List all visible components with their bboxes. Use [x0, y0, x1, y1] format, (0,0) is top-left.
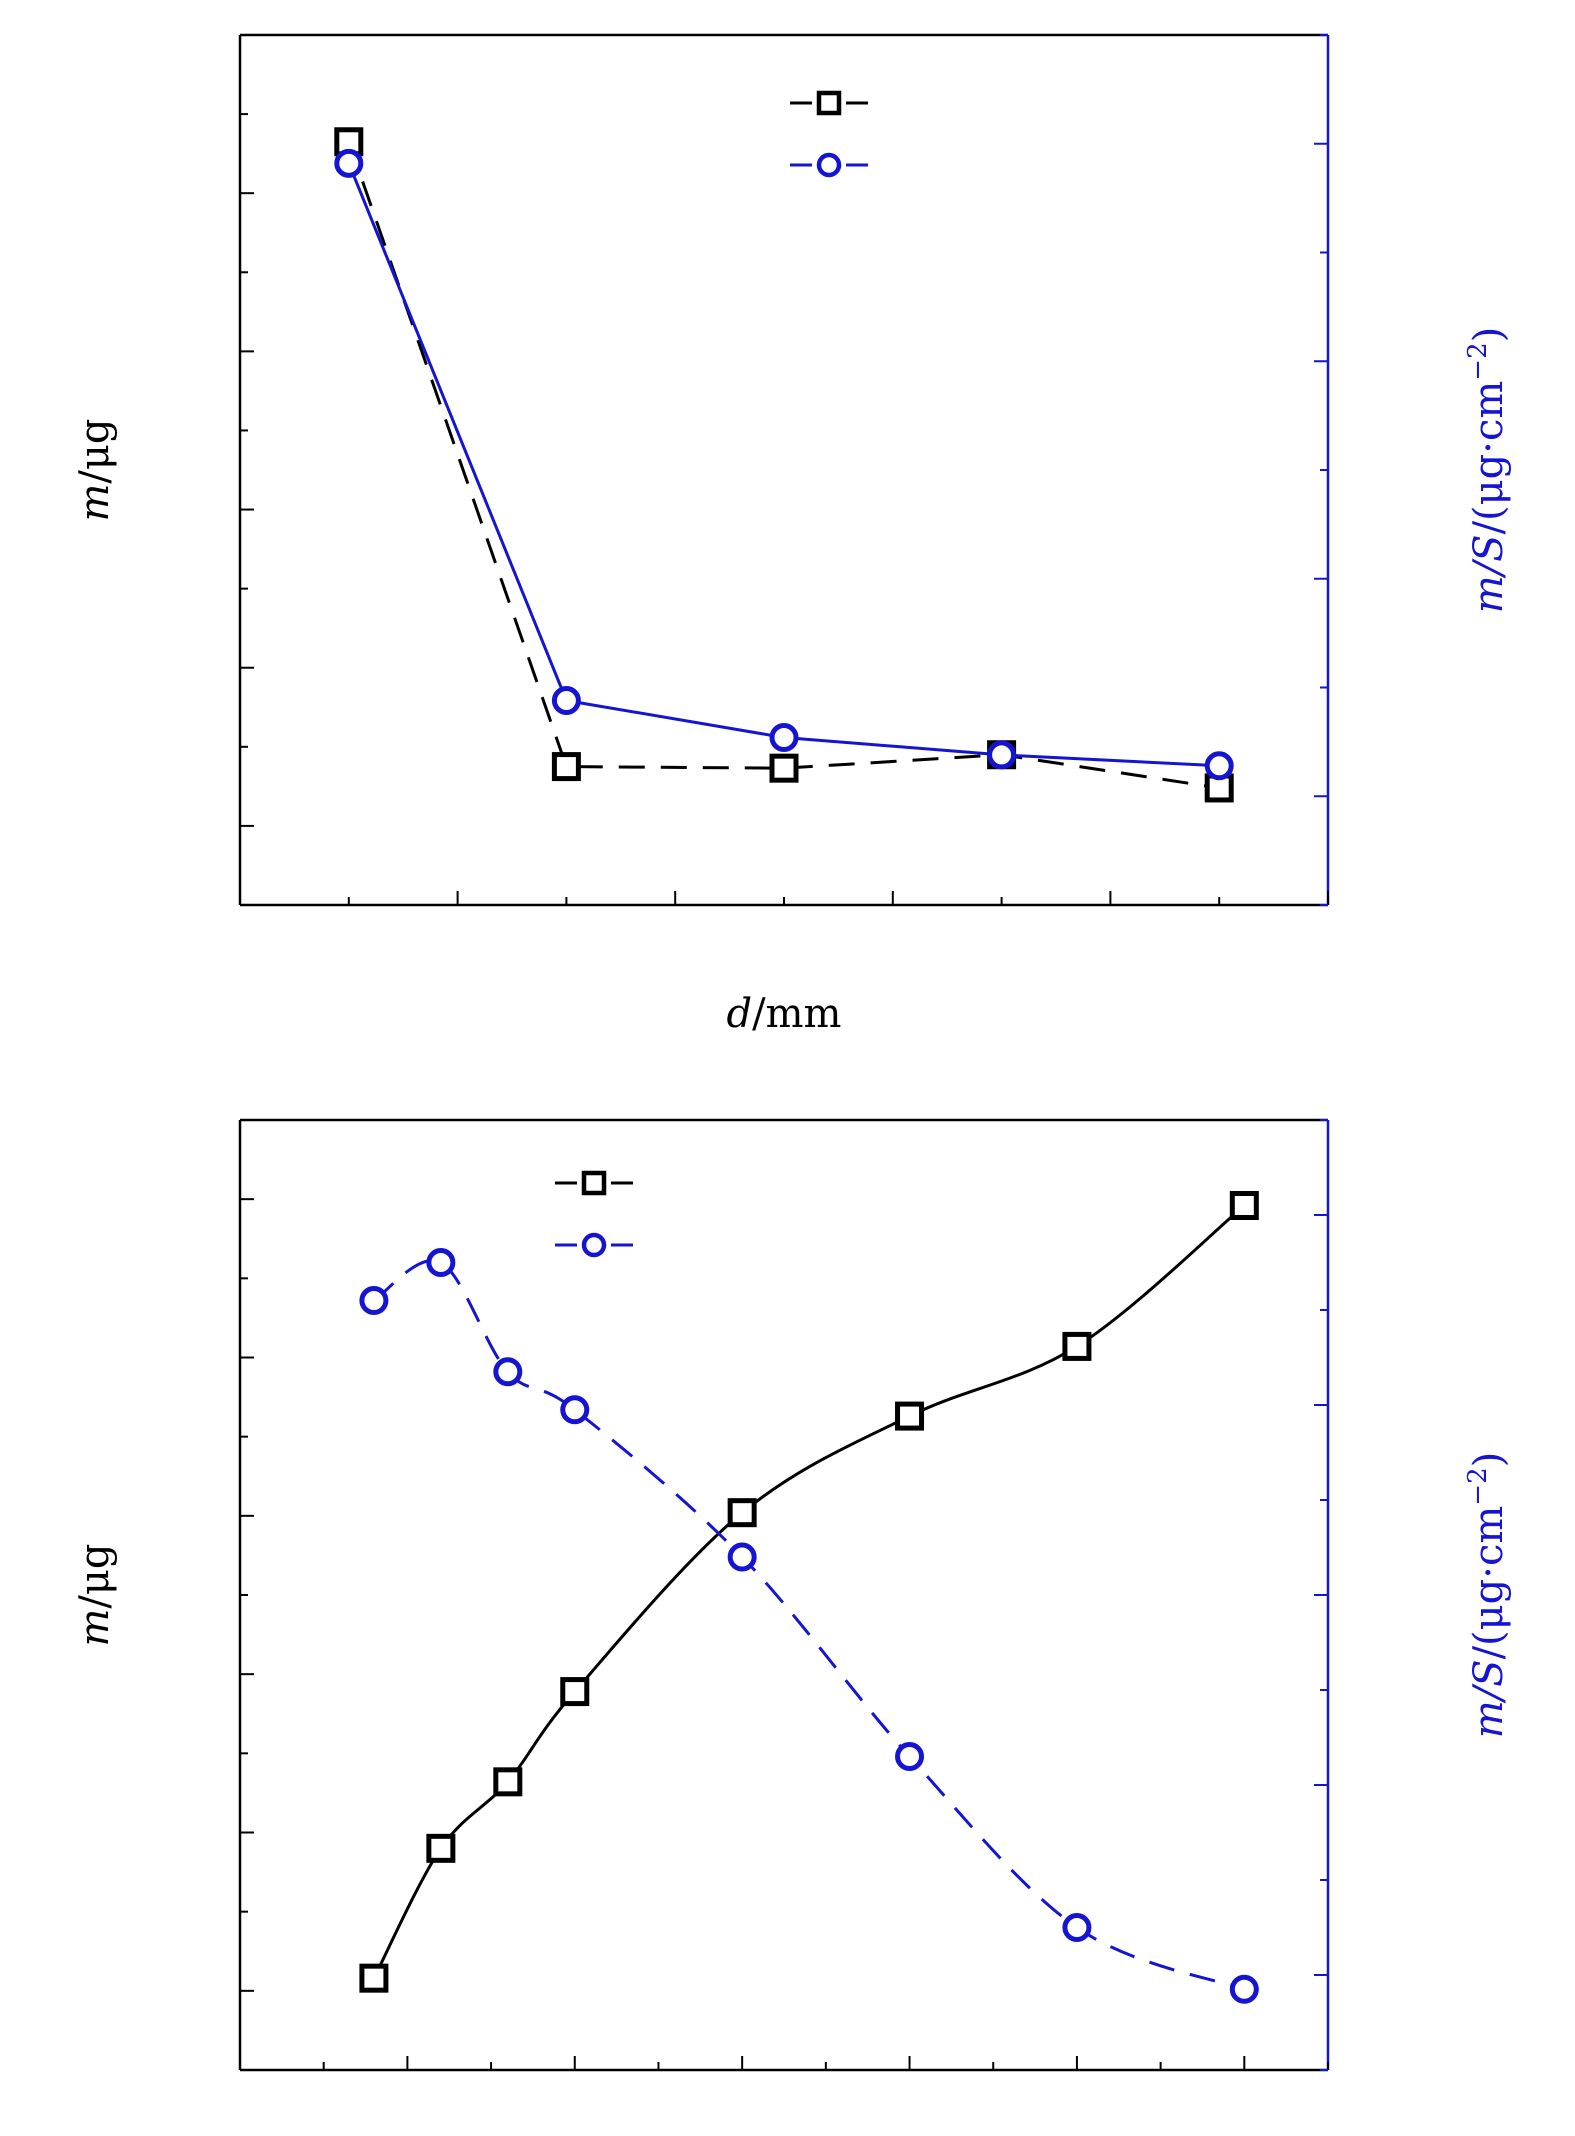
y-right-axis-exponent: −2 [1463, 1467, 1493, 1505]
y-right-axis-close: ) [1466, 1452, 1512, 1468]
y-right-axis-close: ) [1466, 327, 1512, 343]
data-point-square [359, 1963, 389, 1993]
data-point-circle [334, 148, 364, 178]
data-point-circle [1204, 751, 1234, 781]
y-left-axis-title: m/μg [72, 418, 118, 521]
x-axis-unit: /mm [752, 991, 841, 1037]
x-axis-title: d/mm [727, 991, 842, 1037]
data-point-square [1062, 1331, 1092, 1361]
y-right-axis-unit: /(μg·cm [1466, 1506, 1512, 1660]
series-line-ablation-mass-per-area [347, 162, 1220, 768]
data-point-circle [359, 1286, 389, 1315]
legend-circle-marker [816, 152, 842, 178]
y-right-axis-unit: /(μg·cm [1466, 381, 1512, 535]
data-point-circle [493, 1357, 523, 1387]
y-right-axis-var: m/S [1466, 534, 1512, 613]
y-left-axis-unit: /μg [72, 1543, 118, 1608]
chart-panel-a: d/mm m/μg m/S/(μg·cm−2) [72, 33, 1512, 1037]
data-point-circle [1062, 1913, 1092, 1942]
y-right-axis-title: m/S/(μg·cm−2) [1463, 327, 1512, 613]
series-line-ablation-mass [372, 1204, 1246, 1979]
series-line-ablation-mass-per-area [373, 1259, 1245, 1991]
legend [555, 1170, 633, 1258]
data-point-circle [426, 1248, 456, 1277]
y-left-axis-var: m [72, 1609, 118, 1647]
y-right-axis-var: m/S [1466, 1659, 1512, 1738]
data-point-circle [769, 723, 799, 753]
chart-panel-b: l/mmm/μgm/S/(μg·cm−2) [72, 1118, 1512, 2072]
data-point-circle [1229, 1974, 1259, 2004]
x-axis-var: d [727, 991, 753, 1037]
data-point-circle [895, 1742, 925, 1771]
y-right-axis-title: m/S/(μg·cm−2) [1463, 1452, 1512, 1738]
series-line-ablation-mass [347, 141, 1220, 790]
data-point-square [769, 753, 799, 783]
data-point-square [426, 1833, 456, 1863]
data-point-square [1229, 1191, 1259, 1220]
legend [790, 90, 868, 178]
data-point-square [493, 1767, 523, 1797]
y-left-axis-unit: /μg [72, 418, 118, 483]
y-left-axis-title: m/μg [72, 1543, 118, 1646]
y-right-axis-exponent: −2 [1463, 342, 1493, 380]
legend-square-marker [816, 90, 842, 116]
data-point-square [727, 1498, 757, 1528]
data-point-circle [727, 1542, 757, 1572]
data-point-circle [987, 740, 1017, 770]
data-point-square [551, 752, 581, 782]
y-left-axis-var: m [72, 484, 118, 522]
legend-circle-marker [581, 1232, 607, 1258]
data-point-circle [551, 686, 581, 716]
legend-square-marker [581, 1170, 607, 1196]
data-point-square [560, 1677, 590, 1707]
data-point-square [895, 1401, 925, 1431]
data-point-circle [560, 1395, 590, 1425]
